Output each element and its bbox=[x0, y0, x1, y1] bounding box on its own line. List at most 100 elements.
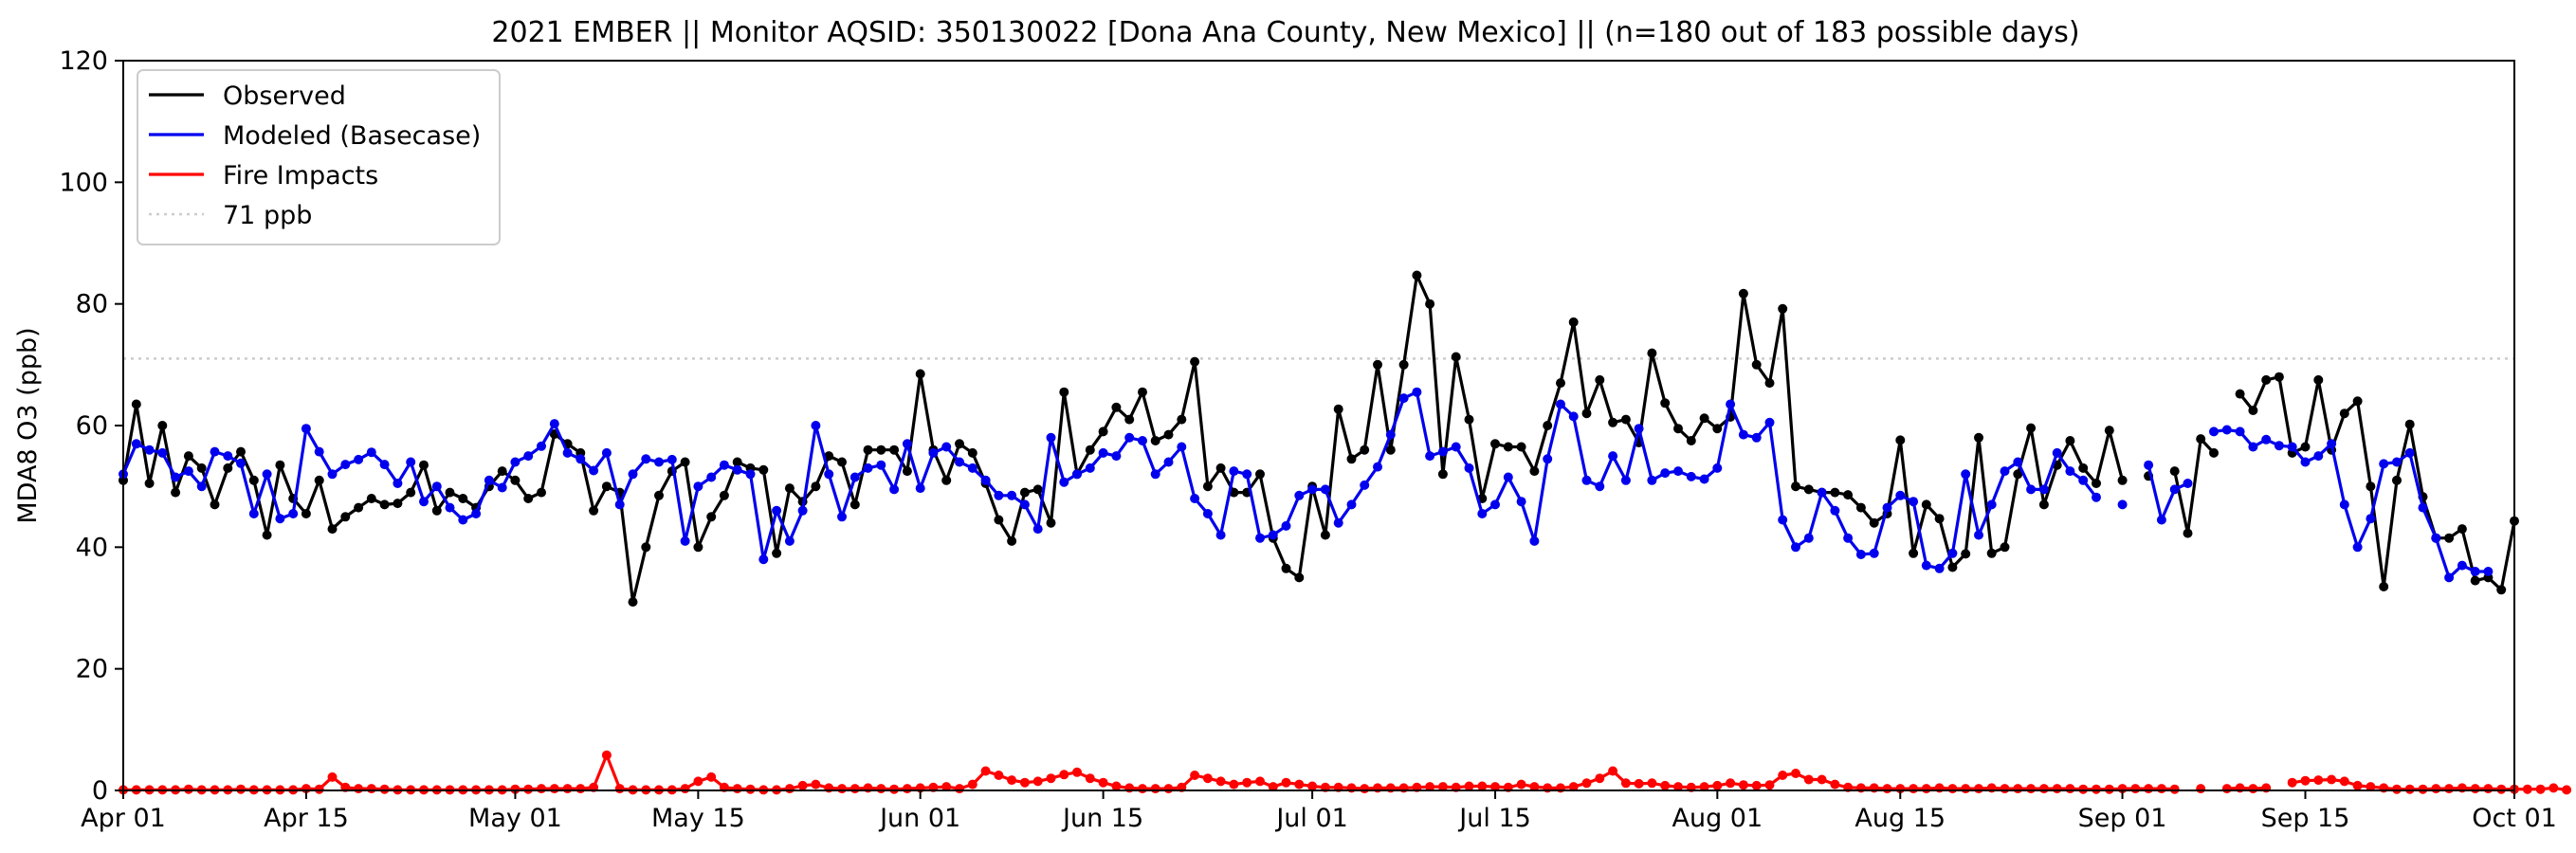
data-point bbox=[811, 779, 821, 789]
data-point bbox=[1464, 463, 1474, 473]
data-point bbox=[575, 454, 586, 464]
data-point bbox=[236, 458, 246, 468]
data-point bbox=[1333, 404, 1343, 414]
data-point bbox=[1778, 515, 1788, 525]
data-point bbox=[1098, 426, 1108, 437]
data-point bbox=[1961, 784, 1971, 794]
plot-area bbox=[119, 270, 2572, 795]
data-point bbox=[1882, 502, 1892, 513]
data-point bbox=[994, 771, 1004, 780]
data-point bbox=[1738, 780, 1748, 790]
data-point bbox=[1595, 374, 1605, 385]
x-tick-label: Jun 01 bbox=[878, 804, 960, 833]
data-point bbox=[2483, 567, 2494, 576]
data-point bbox=[2404, 447, 2415, 458]
data-point bbox=[1032, 776, 1043, 787]
data-point bbox=[811, 481, 821, 492]
data-point bbox=[628, 597, 638, 608]
data-point bbox=[1568, 782, 1579, 792]
data-point bbox=[980, 475, 991, 485]
data-point bbox=[2248, 406, 2258, 415]
data-point bbox=[1190, 356, 1200, 367]
data-point bbox=[1503, 442, 1513, 452]
data-point bbox=[1425, 782, 1435, 792]
data-point bbox=[223, 451, 233, 462]
data-point bbox=[2287, 777, 2297, 788]
data-point bbox=[784, 483, 795, 494]
data-point bbox=[1791, 542, 1800, 553]
data-point bbox=[262, 530, 272, 540]
data-point bbox=[2052, 784, 2062, 794]
data-point bbox=[1085, 773, 1095, 784]
data-point bbox=[1268, 782, 1278, 792]
data-point bbox=[1046, 432, 1056, 443]
data-point bbox=[2379, 582, 2389, 591]
data-point bbox=[1660, 780, 1671, 790]
data-point bbox=[1098, 447, 1108, 458]
data-point bbox=[1255, 533, 1265, 543]
data-point bbox=[2562, 785, 2572, 795]
data-point bbox=[2327, 774, 2337, 785]
data-point bbox=[1490, 782, 1500, 792]
data-point bbox=[2000, 466, 2010, 477]
data-point bbox=[941, 782, 952, 792]
data-point bbox=[1738, 288, 1748, 299]
data-point bbox=[2065, 436, 2075, 445]
data-point bbox=[1595, 773, 1605, 784]
data-point bbox=[1778, 303, 1788, 314]
data-point bbox=[732, 457, 742, 467]
data-point bbox=[275, 514, 285, 524]
data-point bbox=[1163, 457, 1174, 467]
data-point bbox=[1320, 484, 1330, 495]
legend: Observed Modeled (Basecase) Fire Impacts 71… bbox=[137, 69, 501, 245]
data-point bbox=[1360, 480, 1370, 490]
data-point bbox=[1921, 499, 1931, 510]
data-point bbox=[1385, 429, 1396, 440]
data-point bbox=[2327, 439, 2337, 449]
data-point bbox=[1764, 378, 1775, 389]
data-point bbox=[1138, 436, 1147, 445]
data-point bbox=[1398, 393, 1409, 404]
data-point bbox=[1268, 530, 1278, 540]
data-point bbox=[2313, 374, 2324, 385]
data-point bbox=[1803, 484, 1814, 495]
data-point bbox=[314, 784, 324, 794]
data-point bbox=[1764, 417, 1775, 427]
data-point bbox=[1202, 481, 1213, 492]
data-point bbox=[2026, 784, 2037, 794]
x-tick-label: May 01 bbox=[468, 804, 562, 833]
data-point bbox=[340, 512, 351, 522]
data-point bbox=[1934, 563, 1945, 573]
data-point bbox=[1909, 784, 1919, 794]
data-point bbox=[1007, 775, 1017, 786]
data-point bbox=[1111, 781, 1122, 791]
data-point bbox=[1738, 429, 1748, 440]
data-point bbox=[1398, 359, 1409, 370]
y-tick-label: 60 bbox=[76, 411, 108, 441]
data-point bbox=[772, 505, 782, 516]
data-point bbox=[523, 784, 534, 794]
data-point bbox=[2352, 780, 2363, 790]
data-point bbox=[1817, 487, 1827, 498]
data-point bbox=[575, 784, 586, 794]
data-point bbox=[2013, 469, 2023, 480]
data-point bbox=[2535, 784, 2546, 794]
data-point bbox=[1608, 417, 1618, 427]
data-point bbox=[2444, 784, 2455, 794]
data-point bbox=[2549, 783, 2559, 793]
data-point bbox=[2221, 425, 2232, 435]
data-point bbox=[1529, 466, 1540, 477]
x-tick-label: Jul 15 bbox=[1457, 804, 1531, 833]
data-point bbox=[941, 442, 952, 452]
data-point bbox=[445, 502, 455, 513]
data-point bbox=[1215, 530, 1226, 540]
data-point bbox=[1150, 436, 1160, 445]
data-point bbox=[354, 502, 364, 513]
data-point bbox=[955, 784, 964, 794]
series-line bbox=[2292, 777, 2567, 791]
data-point bbox=[2130, 784, 2141, 794]
data-point bbox=[497, 466, 507, 477]
data-point bbox=[1909, 548, 1919, 558]
data-point bbox=[1699, 782, 1709, 792]
data-point bbox=[2444, 572, 2455, 583]
